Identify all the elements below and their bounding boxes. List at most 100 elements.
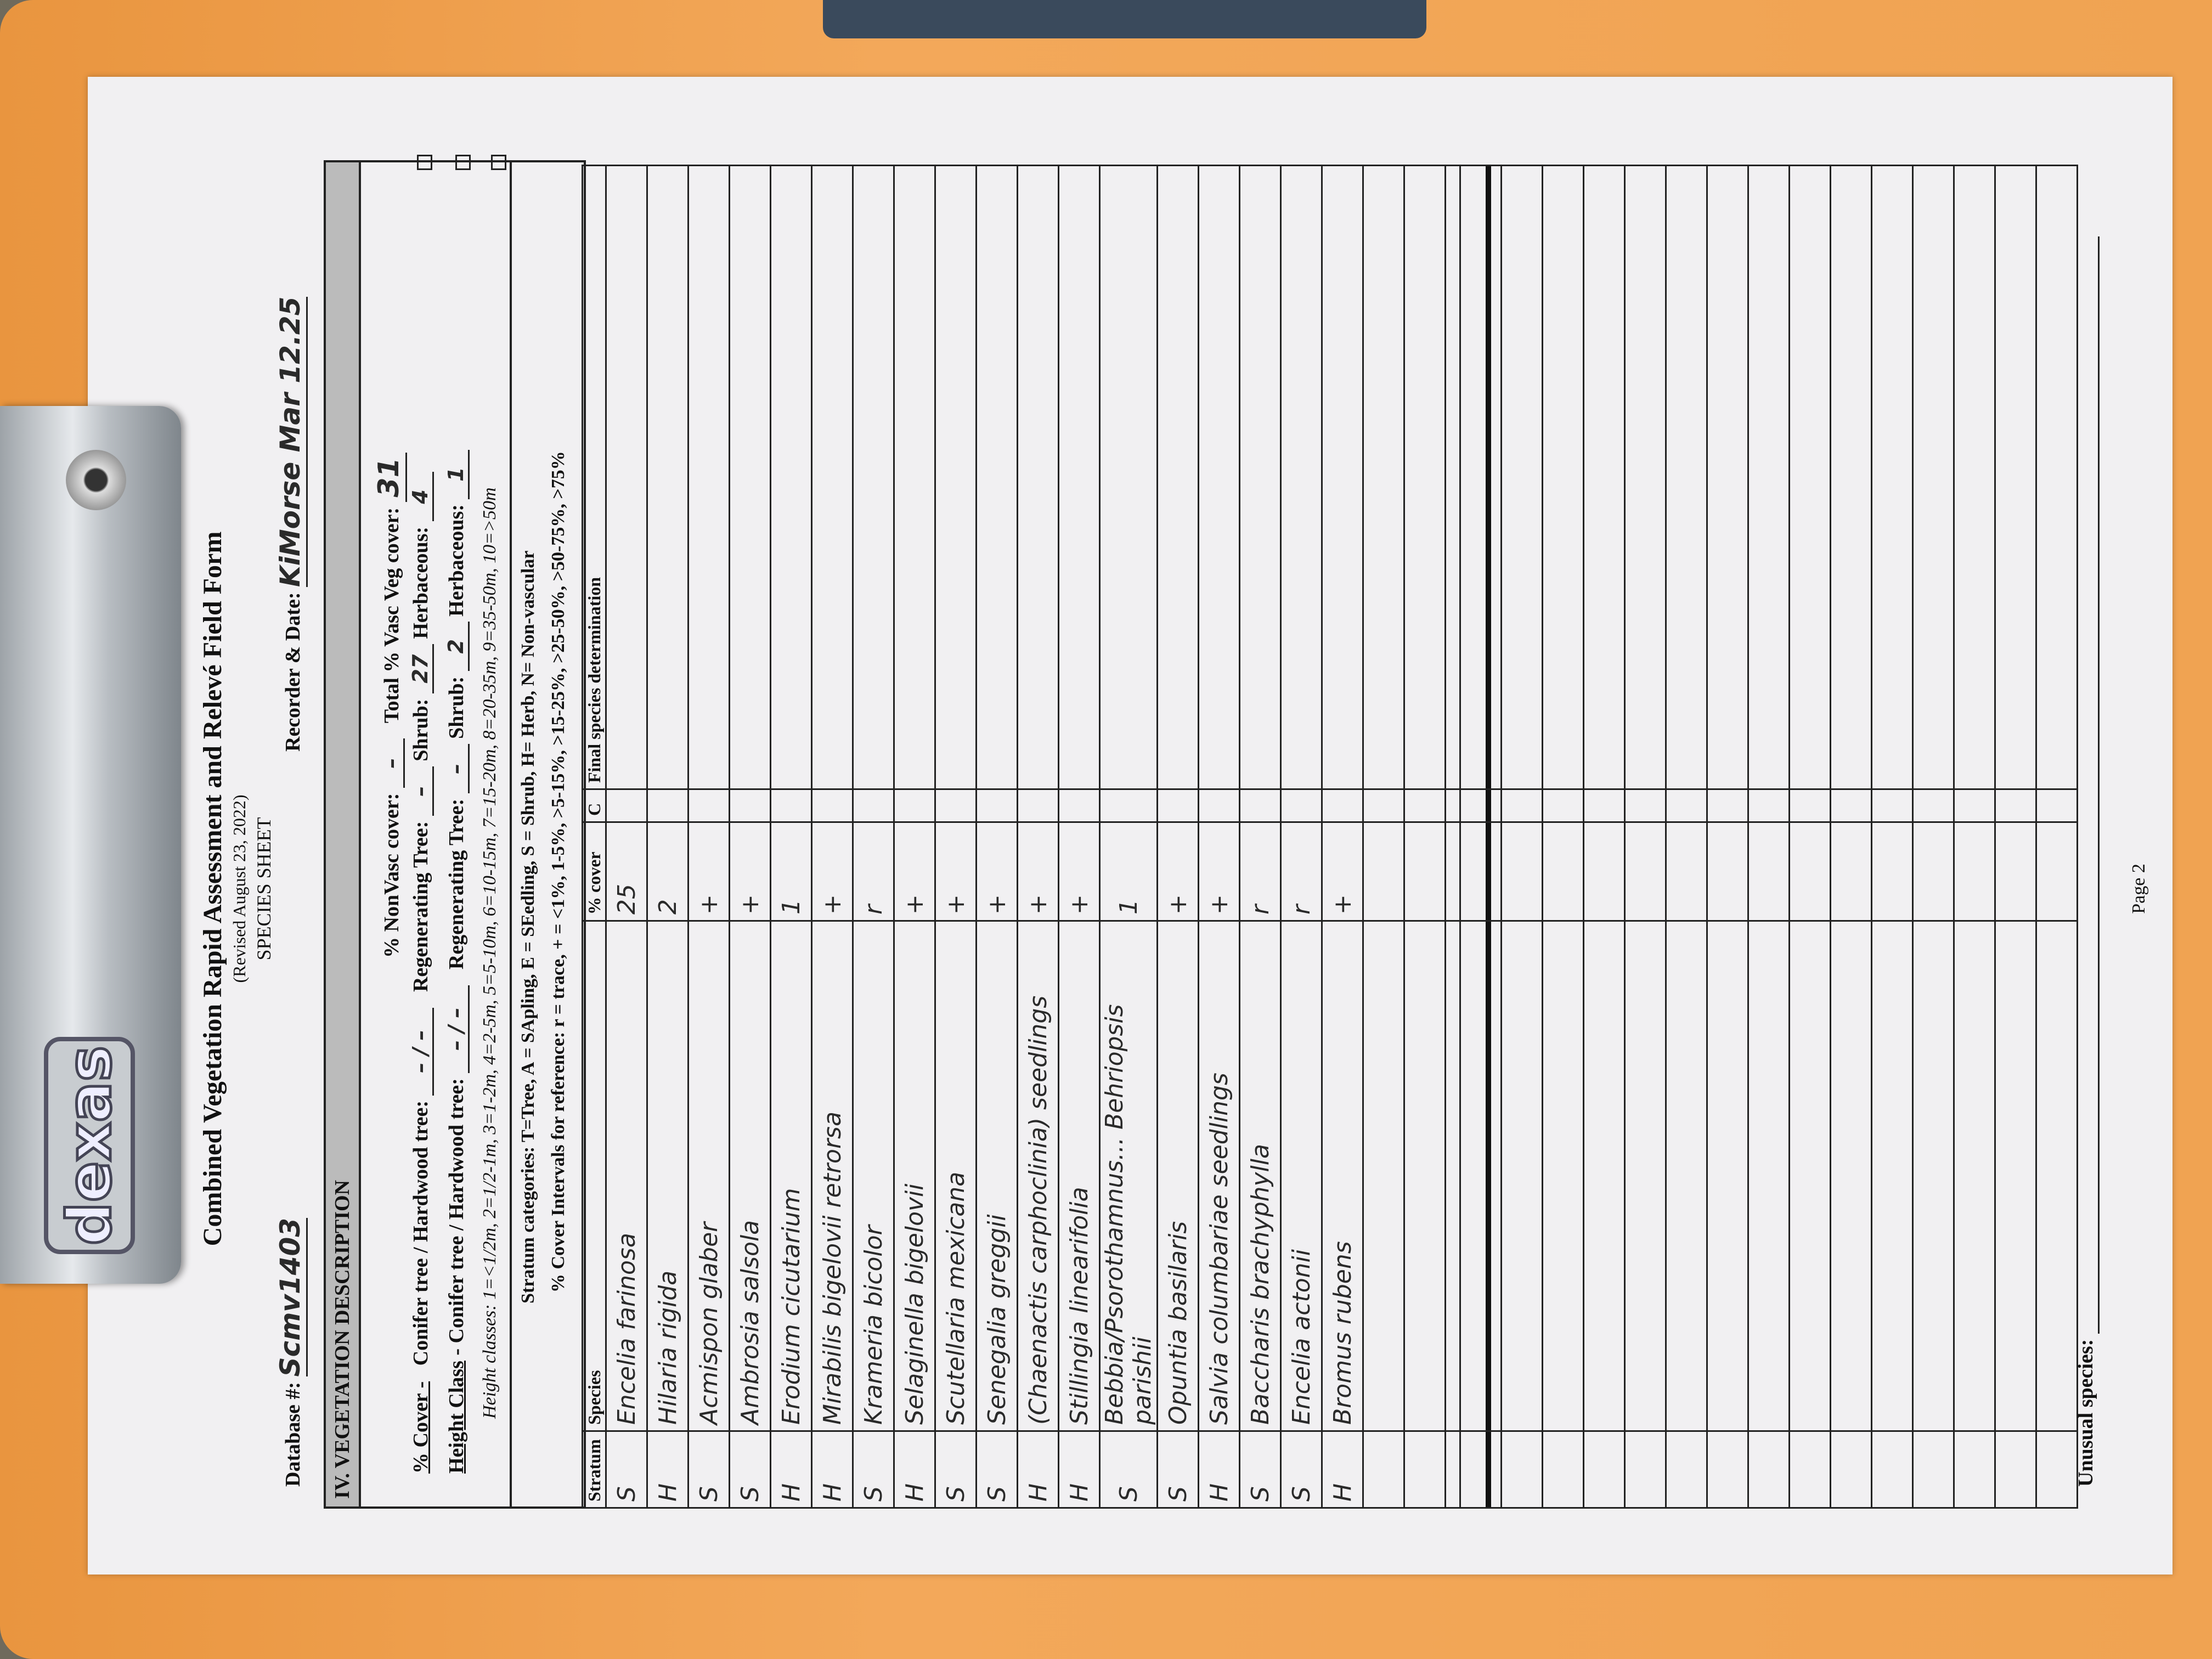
c-cell[interactable] xyxy=(606,789,647,822)
final-determination-cell[interactable] xyxy=(1789,165,1831,789)
species-cell[interactable] xyxy=(1542,921,1584,1431)
cover-cell[interactable]: + xyxy=(1322,822,1363,921)
stratum-cell[interactable]: H xyxy=(811,1431,853,1508)
stratum-cell[interactable]: H xyxy=(894,1431,935,1508)
final-determination-cell[interactable] xyxy=(1157,165,1199,789)
species-cell[interactable]: Opuntia basilaris xyxy=(1157,921,1199,1431)
cover-cell[interactable] xyxy=(1789,822,1831,921)
species-cell[interactable] xyxy=(2036,921,2078,1431)
stratum-cell[interactable] xyxy=(1624,1431,1666,1508)
cover-cell[interactable]: + xyxy=(688,822,730,921)
stratum-cell[interactable]: S xyxy=(729,1431,771,1508)
c-cell[interactable] xyxy=(1789,789,1831,822)
c-cell[interactable] xyxy=(1460,789,1502,822)
cover-cell[interactable] xyxy=(1583,822,1625,921)
stratum-cell[interactable]: S xyxy=(1280,1431,1322,1508)
cover-cell[interactable]: + xyxy=(1058,822,1100,921)
cover-cell[interactable] xyxy=(1404,822,1446,921)
cover-cell[interactable]: r xyxy=(1239,822,1281,921)
species-cell[interactable]: (Chaenactis carphoclinia) seedlings xyxy=(1017,921,1059,1431)
cover-cell[interactable] xyxy=(1501,822,1543,921)
final-determination-cell[interactable] xyxy=(1995,165,2036,789)
cover-cell[interactable]: + xyxy=(811,822,853,921)
species-cell[interactable]: Scutellaria mexicana xyxy=(935,921,977,1431)
final-determination-cell[interactable] xyxy=(1017,165,1059,789)
stratum-cell[interactable]: H xyxy=(1058,1431,1100,1508)
species-cell[interactable] xyxy=(1830,921,1872,1431)
height-regen-value[interactable]: – xyxy=(444,744,470,794)
cover-cell[interactable]: + xyxy=(935,822,977,921)
stratum-cell[interactable] xyxy=(2036,1431,2078,1508)
c-cell[interactable] xyxy=(1280,789,1322,822)
final-determination-cell[interactable] xyxy=(976,165,1018,789)
species-cell[interactable] xyxy=(1583,921,1625,1431)
species-cell[interactable]: Stillingia linearifolia xyxy=(1058,921,1100,1431)
final-determination-cell[interactable] xyxy=(1583,165,1625,789)
c-cell[interactable] xyxy=(1501,789,1543,822)
species-cell[interactable]: Krameria bicolor xyxy=(853,921,894,1431)
cover-cell[interactable] xyxy=(1871,822,1913,921)
c-cell[interactable] xyxy=(1624,789,1666,822)
species-cell[interactable] xyxy=(1789,921,1831,1431)
recorder-field[interactable]: Recorder & Date: KiMorse Mar 12.25 xyxy=(274,296,308,752)
c-cell[interactable] xyxy=(976,789,1018,822)
cover-cell[interactable]: 1 xyxy=(1099,822,1158,921)
cover-shrub-value[interactable]: 27 xyxy=(408,644,434,694)
cover-cell[interactable] xyxy=(1707,822,1748,921)
species-cell[interactable] xyxy=(1707,921,1748,1431)
species-cell[interactable] xyxy=(1363,921,1404,1431)
stratum-cell[interactable] xyxy=(1666,1431,1707,1508)
c-cell[interactable] xyxy=(935,789,977,822)
c-cell[interactable] xyxy=(1099,789,1158,822)
final-determination-cell[interactable] xyxy=(1624,165,1666,789)
species-cell[interactable] xyxy=(1871,921,1913,1431)
unusual-species-field[interactable]: Unusual species: xyxy=(2074,236,2100,1487)
stratum-cell[interactable]: H xyxy=(647,1431,689,1508)
final-determination-cell[interactable] xyxy=(894,165,935,789)
c-cell[interactable] xyxy=(647,789,689,822)
cover-cell[interactable]: + xyxy=(894,822,935,921)
species-cell[interactable]: Encelia farinosa xyxy=(606,921,647,1431)
species-cell[interactable] xyxy=(1666,921,1707,1431)
c-cell[interactable] xyxy=(1748,789,1790,822)
c-cell[interactable] xyxy=(811,789,853,822)
final-determination-cell[interactable] xyxy=(1239,165,1281,789)
stratum-cell[interactable] xyxy=(1363,1431,1404,1508)
stratum-cell[interactable] xyxy=(1830,1431,1872,1508)
final-determination-cell[interactable] xyxy=(1748,165,1790,789)
final-determination-cell[interactable] xyxy=(688,165,730,789)
stratum-cell[interactable]: S xyxy=(935,1431,977,1508)
final-determination-cell[interactable] xyxy=(853,165,894,789)
stratum-cell[interactable] xyxy=(1501,1431,1543,1508)
c-cell[interactable] xyxy=(729,789,771,822)
stratum-cell[interactable]: S xyxy=(688,1431,730,1508)
final-determination-cell[interactable] xyxy=(606,165,647,789)
cover-cell[interactable]: + xyxy=(1157,822,1199,921)
nonvasc-value[interactable]: – xyxy=(379,738,405,788)
cover-cell[interactable] xyxy=(1542,822,1584,921)
final-determination-cell[interactable] xyxy=(811,165,853,789)
species-cell[interactable] xyxy=(1404,921,1446,1431)
database-field[interactable]: Database #: Scmv1403 xyxy=(274,1217,308,1487)
cover-cell[interactable]: r xyxy=(853,822,894,921)
species-cell[interactable]: Mirabilis bigelovii retrorsa xyxy=(811,921,853,1431)
species-cell[interactable] xyxy=(1748,921,1790,1431)
cover-cell[interactable]: 2 xyxy=(647,822,689,921)
stratum-cell[interactable]: H xyxy=(770,1431,812,1508)
stratum-cell[interactable] xyxy=(1871,1431,1913,1508)
stratum-cell[interactable]: H xyxy=(1017,1431,1059,1508)
species-cell[interactable]: Bromus rubens xyxy=(1322,921,1363,1431)
c-cell[interactable] xyxy=(1058,789,1100,822)
final-determination-cell[interactable] xyxy=(1830,165,1872,789)
cover-cell[interactable]: + xyxy=(976,822,1018,921)
c-cell[interactable] xyxy=(1404,789,1446,822)
cover-cell[interactable] xyxy=(1912,822,1954,921)
final-determination-cell[interactable] xyxy=(1460,165,1502,789)
stratum-cell[interactable] xyxy=(1460,1431,1502,1508)
final-determination-cell[interactable] xyxy=(1058,165,1100,789)
c-cell[interactable] xyxy=(1157,789,1199,822)
final-determination-cell[interactable] xyxy=(1404,165,1446,789)
species-cell[interactable] xyxy=(1501,921,1543,1431)
c-cell[interactable] xyxy=(688,789,730,822)
height-shrub-value[interactable]: 2 xyxy=(444,622,470,672)
